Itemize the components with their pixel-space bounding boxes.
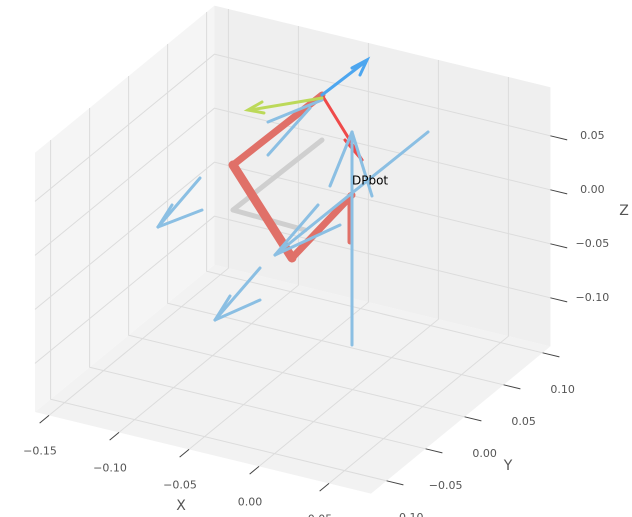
link bbox=[320, 93, 364, 162]
y-tick-label: 0.10 bbox=[550, 383, 575, 396]
grid-line bbox=[167, 44, 504, 386]
grid-line bbox=[258, 60, 439, 467]
x-tick-label: −0.10 bbox=[93, 461, 127, 474]
x-axis-label: X bbox=[176, 498, 186, 514]
y-axis-label: Y bbox=[503, 458, 513, 474]
tick-mark bbox=[109, 432, 120, 441]
link bbox=[288, 191, 356, 262]
tick-mark bbox=[503, 384, 521, 390]
tick-mark bbox=[179, 449, 190, 458]
grid-line bbox=[34, 107, 551, 256]
x-tick-label: −0.15 bbox=[23, 444, 57, 457]
grid-line bbox=[34, 161, 551, 310]
link bbox=[228, 160, 297, 263]
tick-mark bbox=[550, 243, 568, 249]
grid bbox=[34, 9, 568, 492]
z-tick-label: −0.10 bbox=[576, 291, 610, 304]
grid-line bbox=[89, 108, 426, 450]
tick-mark bbox=[550, 297, 568, 303]
y-tick-label: −0.05 bbox=[429, 479, 463, 492]
tick-mark bbox=[550, 189, 568, 195]
panes bbox=[35, 5, 551, 494]
robot bbox=[156, 56, 430, 347]
arrow bbox=[320, 60, 367, 97]
shadow bbox=[230, 137, 325, 213]
tick-mark bbox=[249, 466, 260, 475]
grid-line bbox=[34, 53, 551, 202]
tick-mark bbox=[319, 483, 330, 492]
z-tick-label: 0.05 bbox=[580, 129, 605, 142]
x-tick-label: −0.05 bbox=[163, 478, 197, 491]
tick-mark bbox=[425, 448, 443, 454]
tick-mark bbox=[39, 415, 50, 424]
grid-line bbox=[34, 215, 551, 364]
z-tick-label: −0.05 bbox=[576, 237, 610, 250]
y-tick-label: −0.10 bbox=[390, 511, 424, 517]
arrow-head bbox=[243, 100, 266, 115]
grid-line bbox=[50, 140, 387, 482]
x-tick-label: 0.05 bbox=[308, 512, 333, 517]
floor-pane bbox=[35, 264, 551, 494]
grid-line bbox=[48, 9, 229, 416]
grid-line bbox=[128, 76, 465, 418]
frames bbox=[156, 98, 430, 347]
grid-line bbox=[328, 77, 509, 484]
z-axis-label: Z bbox=[619, 203, 629, 219]
tick-mark bbox=[550, 135, 568, 141]
arrow bbox=[248, 96, 324, 112]
tick-mark bbox=[464, 416, 482, 422]
y-tick-label: 0.00 bbox=[472, 447, 497, 460]
grid-line bbox=[188, 43, 369, 450]
x-tick-label: 0.00 bbox=[238, 495, 263, 508]
z-tick-label: 0.00 bbox=[580, 183, 605, 196]
y-tick-label: 0.05 bbox=[511, 415, 536, 428]
arrow-head bbox=[350, 56, 371, 77]
grid-line bbox=[206, 12, 543, 354]
annotation: DPbot bbox=[352, 174, 388, 188]
tick-mark bbox=[386, 480, 404, 486]
tick-mark bbox=[542, 352, 560, 358]
back-pane bbox=[35, 5, 215, 412]
